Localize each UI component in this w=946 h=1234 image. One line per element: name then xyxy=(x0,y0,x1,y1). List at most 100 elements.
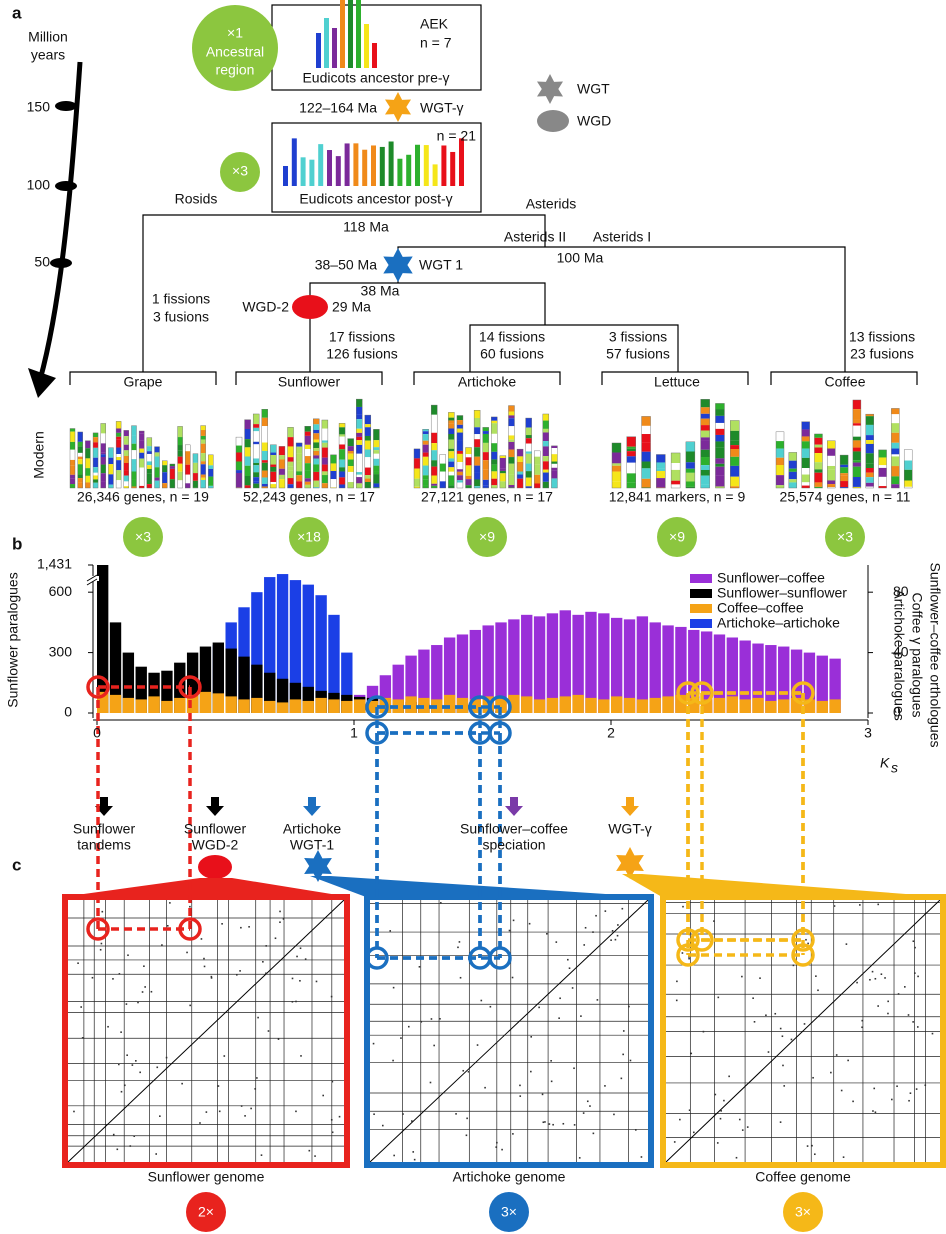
chromosome-segment xyxy=(534,464,541,475)
legend-swatch xyxy=(690,574,712,583)
histogram-bar xyxy=(405,696,417,713)
chromosome-segment xyxy=(304,481,311,485)
chromosome-segment xyxy=(253,444,260,449)
chromosome-segment xyxy=(339,444,346,450)
synteny-dot xyxy=(279,910,281,913)
synteny-dot xyxy=(239,970,241,972)
synteny-dot xyxy=(741,975,743,978)
chromosome-segment xyxy=(131,471,137,480)
histogram-bar xyxy=(752,643,764,713)
chromosome-segment xyxy=(313,455,320,459)
chromosome-segment xyxy=(641,461,651,469)
multiplier: ×3 xyxy=(837,529,853,545)
histogram-bar xyxy=(174,697,186,713)
synteny-dot xyxy=(887,1000,889,1003)
chromosome-segment xyxy=(891,423,900,433)
synteny-dot xyxy=(107,1025,109,1028)
rosid-circle xyxy=(220,152,260,192)
chromosome-outline xyxy=(321,419,329,489)
clade-label: Rosids xyxy=(175,191,218,207)
chromosome-segment xyxy=(551,461,558,464)
chromosome-segment xyxy=(169,468,175,480)
synteny-dot xyxy=(200,938,203,940)
chromosome-segment xyxy=(356,463,363,473)
chromosome-segment xyxy=(70,484,75,488)
chromosome-segment xyxy=(200,439,206,444)
synteny-dot xyxy=(466,1117,468,1120)
chromosome-segment xyxy=(551,445,558,449)
chromosome-segment xyxy=(139,477,145,486)
chromosome-segment xyxy=(162,460,168,466)
histogram-bar xyxy=(585,697,597,713)
chromosome-segment xyxy=(244,456,251,466)
chromosome-segment xyxy=(542,420,549,429)
chromosome-segment xyxy=(185,474,191,484)
synteny-dot xyxy=(690,1052,693,1055)
zoom-trapezoid xyxy=(310,876,652,897)
chromosome-segment xyxy=(296,461,303,472)
chromosome-segment xyxy=(236,461,242,471)
chromosome-segment xyxy=(456,450,463,454)
chromosome-outline xyxy=(626,436,636,489)
chromosome-segment xyxy=(373,440,380,448)
chromosome-segment xyxy=(671,463,681,470)
histogram-bar xyxy=(97,691,109,713)
synteny-dot xyxy=(812,1076,814,1079)
chromosome-segment xyxy=(278,446,285,456)
chromosome-segment xyxy=(253,448,260,459)
chromosome-segment xyxy=(373,483,380,488)
chromosome-segment xyxy=(700,475,710,485)
synteny-dot xyxy=(265,972,267,975)
chromosome-segment xyxy=(296,446,303,454)
histogram-bar xyxy=(790,697,803,713)
genes-label: 25,574 genes, n = 11 xyxy=(780,489,911,505)
histogram-bar xyxy=(623,619,636,713)
chromosome-segment xyxy=(304,426,311,432)
chromosome-outline xyxy=(473,409,481,489)
chromosome-outline xyxy=(413,448,421,489)
chromosome-segment xyxy=(321,428,328,436)
chromosome-segment xyxy=(123,430,129,437)
multiplier: 3× xyxy=(501,1204,517,1220)
chromosome-segment xyxy=(313,439,320,443)
chromosome-segment xyxy=(270,464,277,467)
histogram-bar xyxy=(264,672,276,713)
chromosome-segment xyxy=(700,449,710,458)
chromosome-segment xyxy=(891,466,900,477)
chromosome-segment xyxy=(542,481,549,488)
chromosome-segment xyxy=(270,484,277,488)
histogram-bar xyxy=(598,613,610,713)
zoom-trapezoid xyxy=(62,878,350,897)
chromosome-segment xyxy=(612,471,621,482)
chromosome-segment xyxy=(270,455,277,465)
histogram-bar xyxy=(199,691,212,713)
histogram-bar xyxy=(135,666,147,713)
chromosome-segment xyxy=(116,454,122,458)
histogram-bar xyxy=(649,697,661,713)
chromosome-segment xyxy=(448,417,455,421)
paralogy-circle xyxy=(86,917,110,941)
chromosome-segment xyxy=(200,453,206,462)
chromosome-segment xyxy=(278,455,285,460)
histogram-bar xyxy=(469,629,481,713)
chromosome-segment xyxy=(656,454,666,463)
chromosome-segment xyxy=(534,474,541,484)
synteny-dot xyxy=(916,1026,919,1028)
paralogy-circle xyxy=(676,943,700,967)
chromosome-segment xyxy=(177,426,183,438)
event-name: WGD-2 xyxy=(242,299,289,315)
chromosome-outline xyxy=(115,421,122,489)
chromosome-segment xyxy=(304,478,311,482)
chromosome-segment xyxy=(85,458,91,469)
synteny-dot xyxy=(805,938,807,941)
synteny-dot xyxy=(817,989,819,992)
synteny-dot xyxy=(267,1030,270,1032)
chromosome-segment xyxy=(330,487,337,488)
chromosome-segment xyxy=(801,468,810,475)
chromosome-segment xyxy=(146,468,152,474)
chromosome-segment xyxy=(456,428,463,433)
histogram-bar xyxy=(611,696,623,713)
synteny-dot xyxy=(586,1100,589,1103)
chromosome-segment xyxy=(730,476,740,487)
synteny-dot xyxy=(688,957,690,960)
